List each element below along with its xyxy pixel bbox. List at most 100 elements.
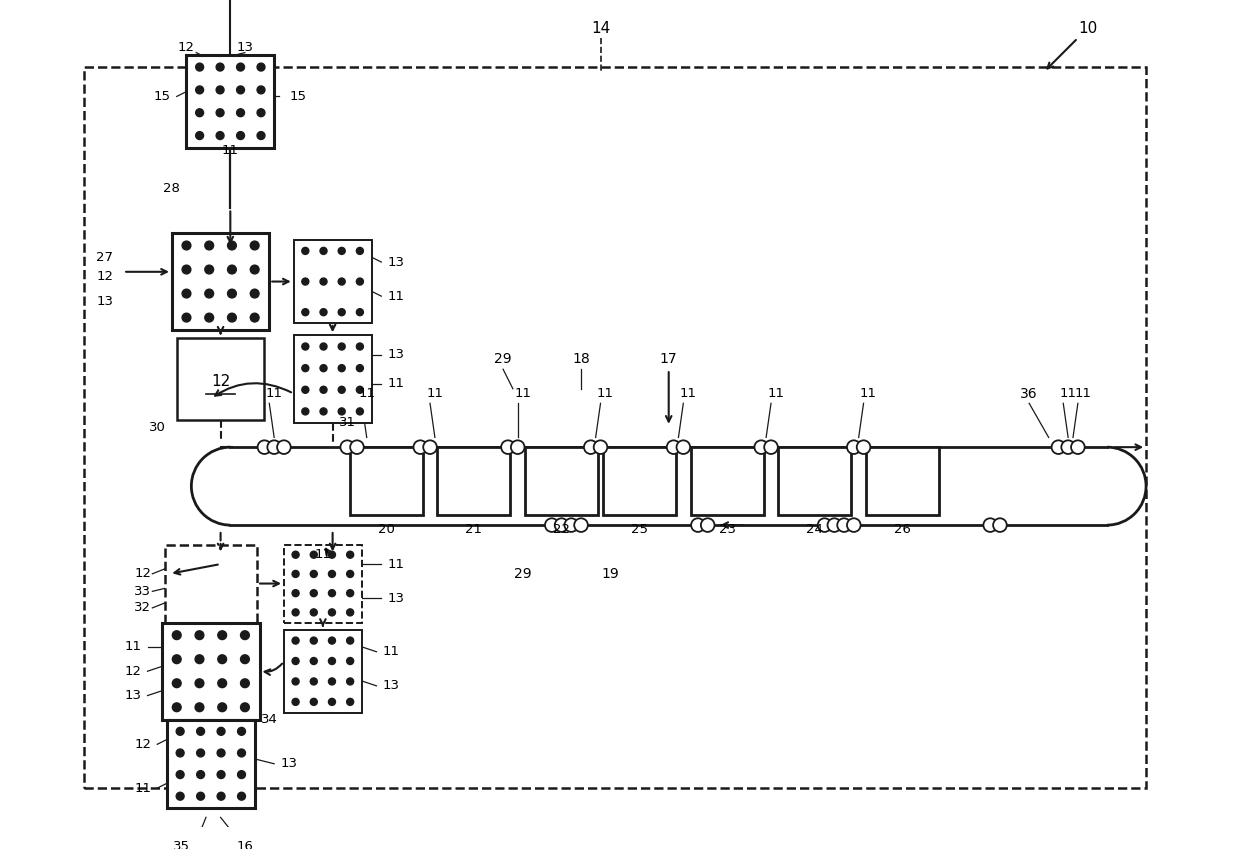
Circle shape [501, 441, 515, 454]
Circle shape [347, 678, 353, 685]
Bar [866, 447, 939, 515]
Bar [294, 335, 372, 423]
Circle shape [228, 290, 237, 298]
Circle shape [356, 278, 363, 285]
Circle shape [257, 86, 265, 94]
Circle shape [310, 678, 317, 685]
Circle shape [301, 408, 309, 415]
Bar [525, 447, 598, 515]
Text: 11: 11 [315, 548, 331, 561]
Circle shape [293, 699, 299, 706]
Circle shape [195, 655, 203, 664]
Circle shape [241, 703, 249, 711]
Circle shape [546, 518, 559, 532]
Text: 15: 15 [154, 90, 171, 103]
Text: 29: 29 [513, 567, 532, 581]
Text: 32: 32 [134, 601, 151, 615]
Circle shape [238, 771, 246, 779]
Circle shape [310, 609, 317, 616]
Circle shape [701, 518, 714, 532]
Text: 20: 20 [378, 524, 394, 537]
Bar [438, 447, 511, 515]
Bar [167, 720, 254, 807]
Circle shape [347, 637, 353, 644]
Circle shape [301, 386, 309, 393]
Circle shape [301, 247, 309, 255]
Circle shape [205, 241, 213, 250]
Circle shape [339, 309, 345, 316]
Circle shape [347, 551, 353, 559]
Circle shape [339, 364, 345, 372]
Circle shape [196, 132, 203, 139]
Circle shape [339, 247, 345, 255]
Circle shape [347, 657, 353, 665]
Text: 18: 18 [572, 352, 590, 367]
Circle shape [320, 247, 327, 255]
Circle shape [196, 86, 203, 94]
Circle shape [677, 441, 691, 454]
Circle shape [320, 386, 327, 393]
Text: 11: 11 [265, 387, 283, 400]
Circle shape [1052, 441, 1065, 454]
Circle shape [574, 518, 588, 532]
Text: 13: 13 [237, 42, 253, 54]
Circle shape [257, 109, 265, 116]
Text: 28: 28 [164, 183, 180, 195]
Circle shape [216, 109, 224, 116]
Text: 16: 16 [237, 840, 253, 849]
Text: 11: 11 [768, 387, 785, 400]
Circle shape [847, 518, 861, 532]
Circle shape [218, 655, 227, 664]
Text: 13: 13 [383, 679, 399, 692]
Circle shape [216, 86, 224, 94]
Circle shape [329, 571, 336, 577]
Bar [294, 240, 372, 323]
Text: 15: 15 [290, 90, 308, 103]
Circle shape [217, 771, 224, 779]
Circle shape [205, 265, 213, 274]
Circle shape [197, 771, 205, 779]
Circle shape [347, 590, 353, 597]
Circle shape [329, 699, 336, 706]
Circle shape [329, 609, 336, 616]
Circle shape [764, 441, 777, 454]
Circle shape [329, 678, 336, 685]
Circle shape [310, 590, 317, 597]
Circle shape [347, 571, 353, 577]
Circle shape [564, 518, 578, 532]
Circle shape [237, 86, 244, 94]
Circle shape [341, 441, 355, 454]
Circle shape [205, 290, 213, 298]
Text: 29: 29 [495, 352, 512, 367]
Circle shape [754, 441, 768, 454]
Circle shape [347, 609, 353, 616]
Circle shape [218, 703, 227, 711]
Text: 21: 21 [465, 524, 482, 537]
Circle shape [176, 771, 184, 779]
Text: 13: 13 [280, 757, 298, 770]
Text: 23: 23 [719, 524, 735, 537]
Text: 34: 34 [260, 713, 278, 727]
Text: 11: 11 [680, 387, 697, 400]
Text: 24: 24 [806, 524, 823, 537]
Text: 11: 11 [358, 387, 376, 400]
Circle shape [195, 631, 203, 639]
Circle shape [329, 637, 336, 644]
Circle shape [413, 441, 427, 454]
Text: 12: 12 [134, 738, 151, 751]
Circle shape [310, 657, 317, 665]
Text: 11: 11 [383, 645, 399, 658]
Bar [350, 447, 423, 515]
Circle shape [250, 290, 259, 298]
Circle shape [182, 290, 191, 298]
Text: 22: 22 [553, 524, 570, 537]
Circle shape [237, 109, 244, 116]
Circle shape [320, 343, 327, 350]
Text: 12: 12 [211, 374, 231, 390]
Bar [691, 447, 764, 515]
Circle shape [350, 441, 363, 454]
Text: 13: 13 [124, 689, 141, 702]
Circle shape [301, 343, 309, 350]
Text: 11: 11 [134, 782, 151, 795]
Circle shape [182, 313, 191, 322]
